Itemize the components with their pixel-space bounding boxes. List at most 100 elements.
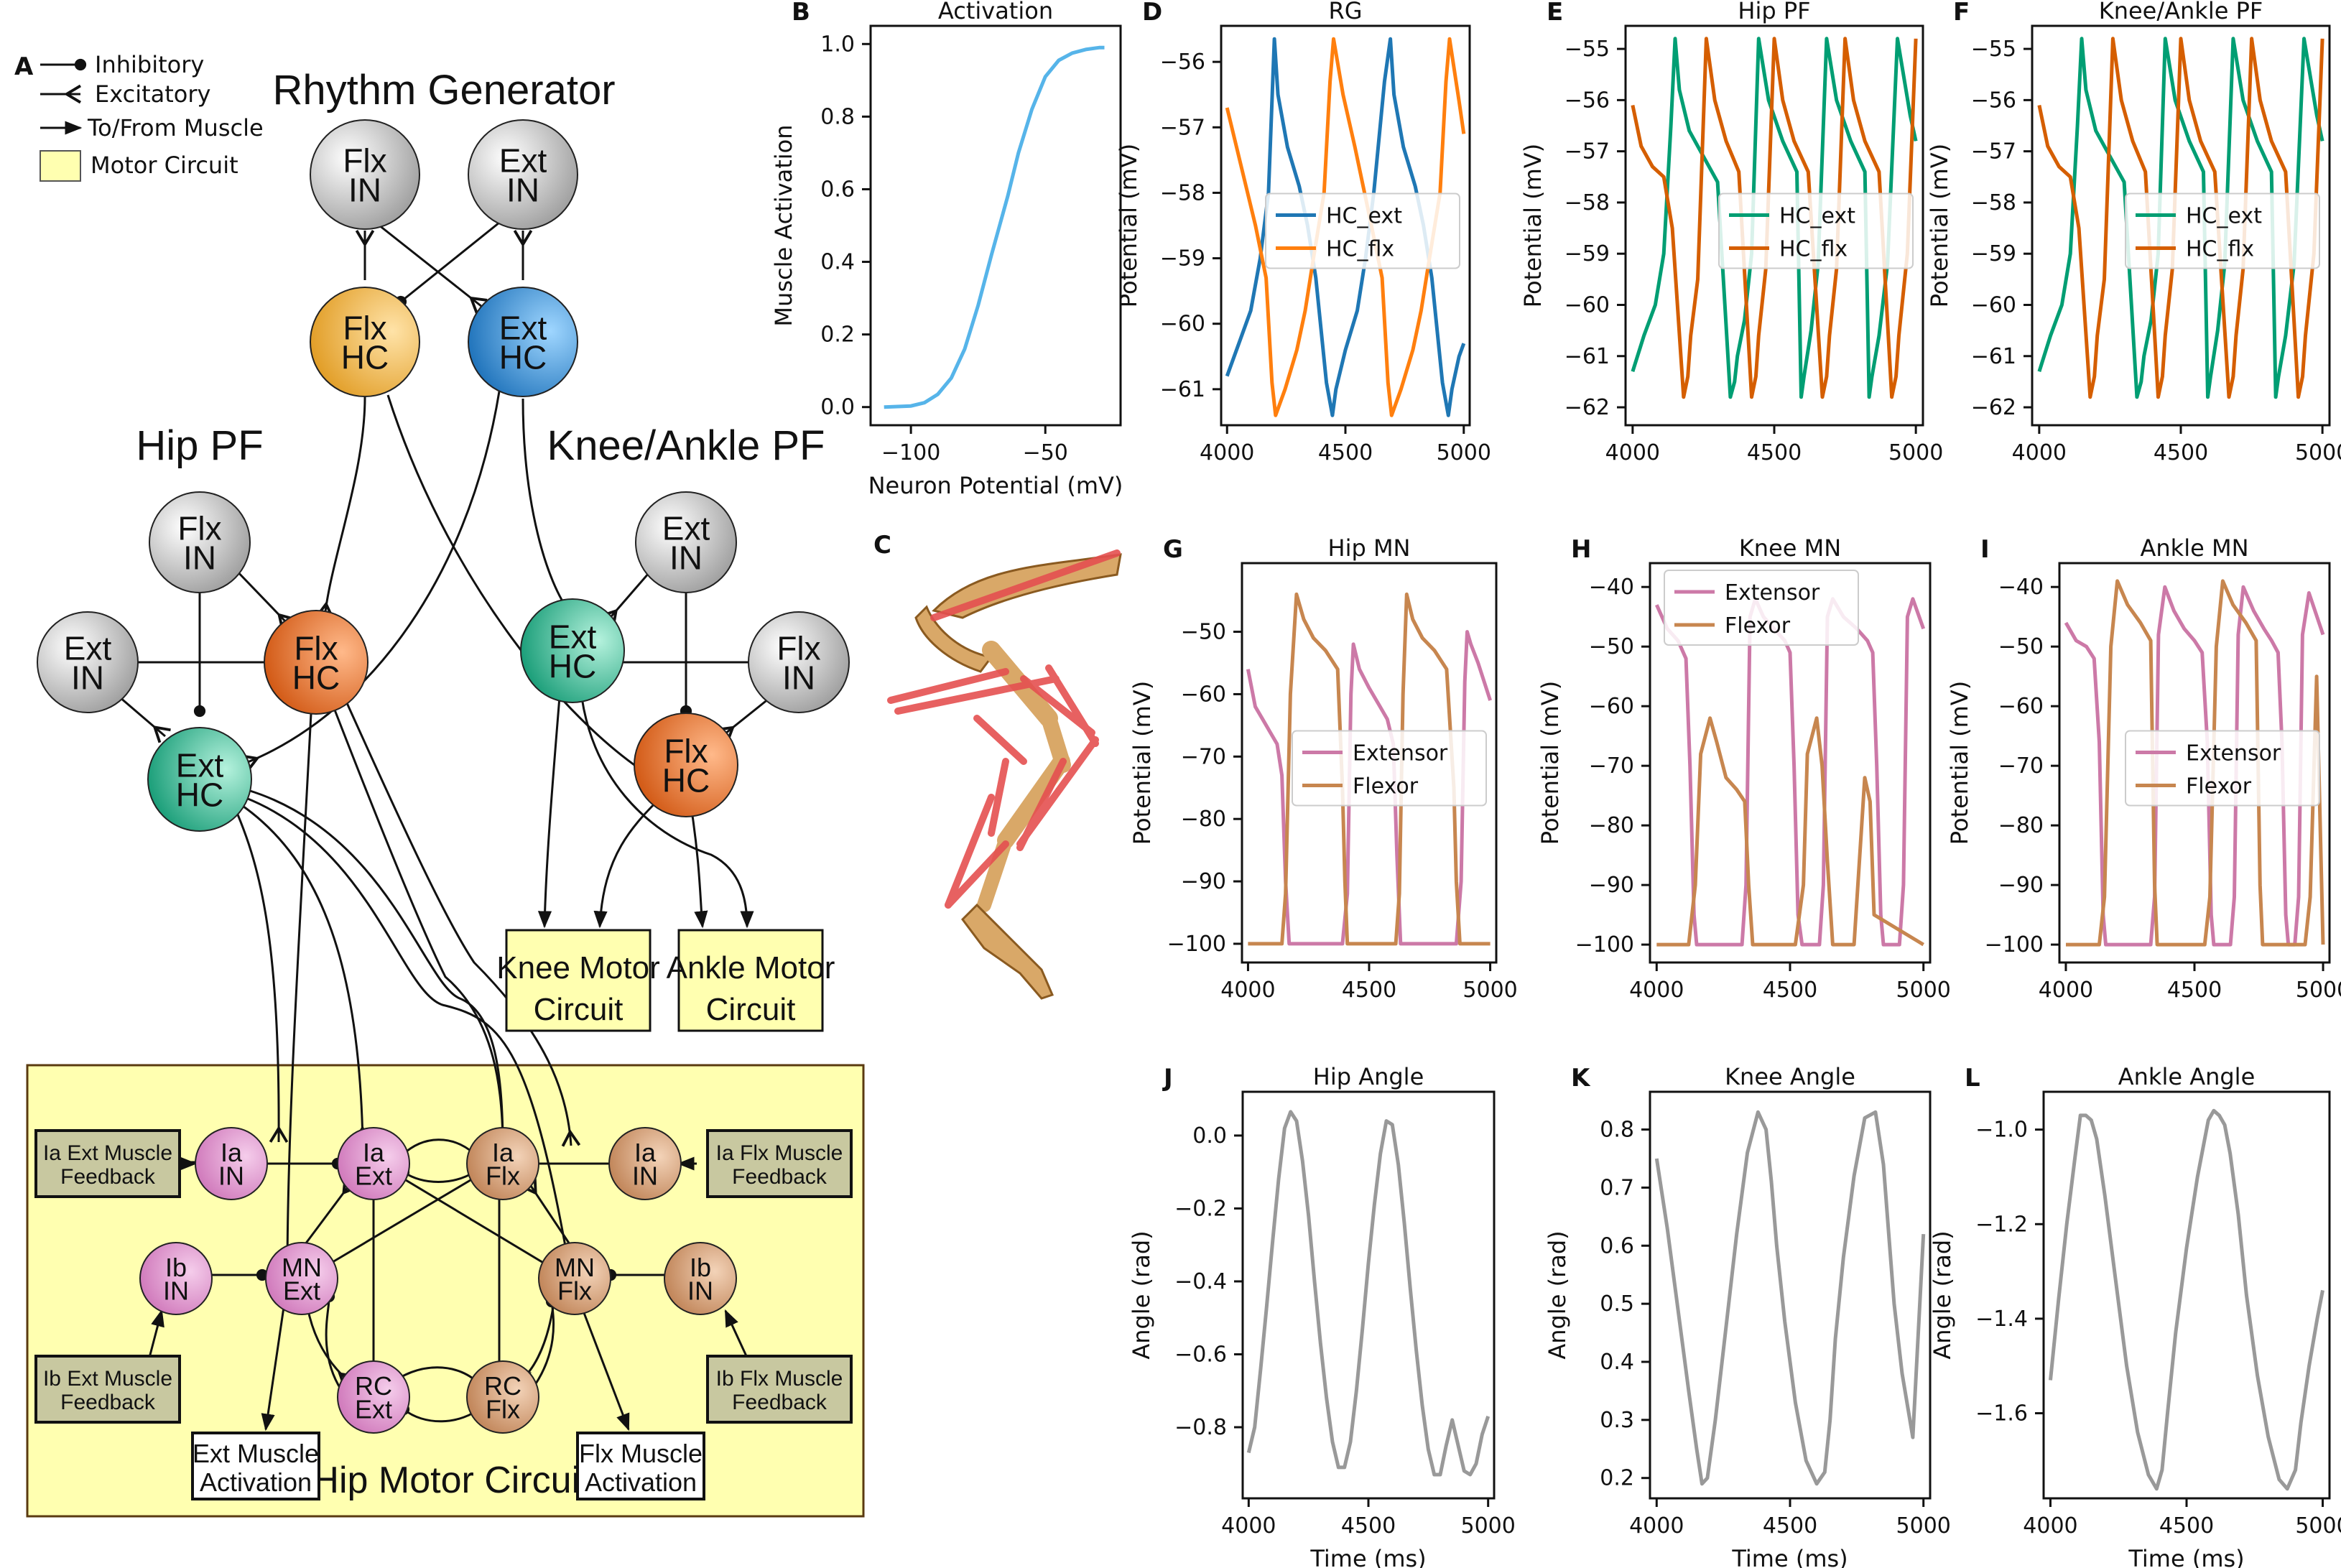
ankle-motor-label-2: Circuit [706, 992, 796, 1027]
chart-frame [869, 24, 1122, 427]
legend-excitatory: Excitatory [95, 80, 210, 108]
legend-entry: HC_ext [1326, 204, 1402, 229]
y-tick-label: −70 [1181, 744, 1226, 769]
chart-title: Knee MN [1739, 534, 1841, 562]
x-tick-label: 5000 [2295, 440, 2341, 465]
node-circle [520, 598, 625, 703]
flx-muscle-activation-label-2: Activation [585, 1467, 697, 1497]
node-label-bottom: IN [163, 1276, 189, 1306]
node-label-bottom: HC [499, 339, 547, 376]
x-tick-label: 4500 [2154, 440, 2208, 465]
x-tick-label: 5000 [1437, 440, 1491, 465]
node-circle [37, 611, 139, 713]
y-tick-label: −60 [1589, 694, 1634, 719]
knee-motor-label-2: Circuit [534, 992, 624, 1027]
y-axis-label: Potential (mV) [1128, 681, 1156, 845]
node-label-top: Ext [176, 746, 224, 784]
node-label-bottom: HC [341, 339, 389, 376]
panel-c-hindlimb-model: C [873, 531, 1122, 1000]
chart-legend: Extensor Flexor [2125, 730, 2320, 807]
ib-ext-feedback-label-2: Feedback [60, 1391, 156, 1414]
conn-ka-extin-exthc [600, 567, 655, 627]
x-tick-label: 4500 [1342, 978, 1396, 1003]
series-line-activation [884, 45, 1105, 409]
y-tick-label: −50 [1181, 620, 1226, 645]
series-line-knee-angle [1654, 1110, 1926, 1486]
chart-l: L Ankle Angle 4000 4500 5000 −1.6 −1.4 −1.2 −1.0… [1929, 1063, 2341, 1568]
y-tick-label: −61 [1160, 377, 1205, 402]
y-axis-label: Potential (mV) [1536, 681, 1564, 845]
chart-f: F Knee/Ankle PF 4000 4500 5000 −62 −61 −60 −59 −5… [1926, 0, 2341, 465]
x-tick-label: 4000 [1605, 440, 1660, 465]
node-label-bottom: Flx [557, 1276, 592, 1306]
ib-flx-feedback-label-2: Feedback [732, 1391, 828, 1414]
node-label-bottom: IN [782, 659, 815, 697]
y-tick-label: −57 [1564, 139, 1610, 164]
series-line-ankle-angle [2049, 1108, 2324, 1491]
conn-ibfb-ibin [148, 1309, 164, 1358]
node-label-bottom: IN [669, 539, 703, 577]
legend: Inhibitory Excitatory To/From Muscle Mot… [40, 51, 264, 182]
chart-title: Knee/Ankle PF [2099, 0, 2263, 24]
node-label-top: Ext [499, 142, 547, 179]
y-axis-label: Potential (mV) [1926, 144, 1953, 307]
node-label-top: Ia [492, 1138, 514, 1167]
panel-letter: D [1142, 0, 1162, 27]
legend-entry: Flexor [1353, 774, 1419, 799]
connections [114, 215, 777, 1432]
x-axis-label: Neuron Potential (mV) [868, 472, 1123, 499]
muscle-line [1045, 664, 1099, 747]
y-tick-label: 0.0 [820, 395, 855, 420]
node-label-top: RC [355, 1371, 392, 1401]
muscle-line [887, 668, 1009, 704]
legend-entry: Flexor [1725, 613, 1791, 639]
x-axis-label: Time (ms) [1309, 1545, 1426, 1568]
x-tick-label: 4000 [1629, 978, 1684, 1003]
y-tick-label: −57 [1160, 115, 1205, 140]
chart-legend: Extensor Flexor [1292, 730, 1487, 807]
node-circle [468, 287, 578, 397]
motor-boxes: Knee Motor Circuit Ankle Motor Circuit I… [34, 929, 853, 1500]
y-tick-label: −80 [1181, 807, 1226, 832]
node-circle [466, 1127, 539, 1200]
legend-entry: HC_ext [2186, 204, 2262, 229]
y-tick-label: −40 [1589, 575, 1634, 600]
node-label-top: Ext [64, 629, 112, 667]
node-label-top: Ib [690, 1253, 711, 1282]
flx-muscle-activation-label-1: Flx Muscle [579, 1439, 703, 1468]
legend-to-from-muscle: To/From Muscle [87, 114, 264, 142]
neuron-nodes: FlxINExtINFlxHCExtHCFlxINExtINFlxHCExtHC… [37, 119, 850, 1434]
node-label-bottom: Ext [283, 1276, 320, 1306]
legend-entry: Flexor [2186, 774, 2252, 799]
x-axis-label: Time (ms) [1731, 1545, 1848, 1568]
node-label-top: Flx [177, 509, 221, 547]
x-tick-label: 4000 [1220, 978, 1275, 1003]
x-tick-label: 5000 [2295, 1513, 2341, 1539]
title-hip-pf: Hip PF [136, 422, 263, 469]
y-tick-label: −100 [1575, 932, 1634, 957]
x-tick-label: 4000 [1221, 1513, 1276, 1539]
conn-kaext-knee [537, 687, 562, 929]
panel-letter: B [792, 0, 810, 27]
ia-flx-feedback-label-2: Feedback [732, 1165, 828, 1189]
node-circle [664, 1242, 737, 1315]
y-tick-label: −0.6 [1174, 1342, 1227, 1367]
node-label-bottom: IN [348, 172, 381, 209]
muscle-line [988, 758, 1009, 837]
x-tick-label: 4500 [2167, 978, 2222, 1003]
node-label-top: MN [282, 1253, 322, 1282]
y-tick-label: 1.0 [820, 32, 855, 57]
y-tick-label: 0.5 [1600, 1291, 1634, 1317]
ankle-motor-label-1: Ankle Motor [667, 950, 835, 985]
conn-hipext-iaflx [247, 789, 513, 1149]
node-label-top: Flx [343, 309, 386, 346]
y-tick-label: 0.7 [1600, 1175, 1634, 1200]
chart-title: RG [1328, 0, 1362, 24]
node-label-top: Ib [165, 1253, 187, 1282]
node-circle [608, 1127, 682, 1200]
foot-bone [961, 903, 1054, 1000]
